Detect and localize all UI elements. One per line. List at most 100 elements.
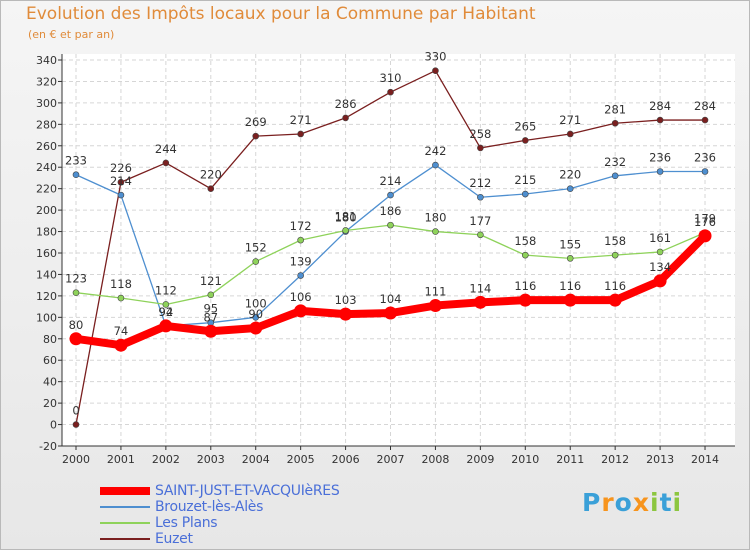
y-tick-label: 300 bbox=[36, 97, 57, 110]
y-tick-label: 320 bbox=[36, 75, 57, 88]
data-label: 155 bbox=[559, 237, 581, 251]
series-les-plans bbox=[72, 221, 709, 308]
data-label: 269 bbox=[245, 115, 267, 129]
data-label: 94 bbox=[159, 305, 174, 319]
x-tick-label: 2014 bbox=[691, 453, 719, 466]
data-label: 286 bbox=[335, 97, 357, 111]
data-point bbox=[611, 119, 619, 127]
data-label: 271 bbox=[559, 113, 581, 127]
data-point bbox=[339, 307, 353, 321]
data-label: 134 bbox=[649, 260, 671, 274]
data-label: 220 bbox=[200, 168, 222, 182]
legend-item-brouzet[interactable]: Brouzet-lès-Alès bbox=[100, 499, 400, 515]
data-label: 123 bbox=[65, 272, 87, 286]
x-tick-label: 2011 bbox=[556, 453, 584, 466]
data-label: 310 bbox=[380, 71, 402, 85]
data-label: 90 bbox=[248, 307, 263, 321]
data-point bbox=[701, 116, 709, 124]
data-point bbox=[72, 421, 80, 428]
legend-item-saint-just[interactable]: SAINT-JUST-ET-VACQUIèRES bbox=[100, 483, 400, 499]
series-saint-just-et-vacqui-res bbox=[69, 229, 712, 352]
data-label: 106 bbox=[290, 290, 312, 304]
legend-swatch bbox=[100, 522, 150, 524]
y-tick-label: 100 bbox=[36, 311, 57, 324]
data-label: 271 bbox=[290, 113, 312, 127]
data-point bbox=[563, 293, 577, 307]
data-point bbox=[204, 324, 218, 338]
x-tick-label: 2010 bbox=[511, 453, 539, 466]
data-label: 284 bbox=[694, 99, 716, 113]
x-tick-label: 2007 bbox=[377, 453, 405, 466]
data-label: 116 bbox=[514, 279, 536, 293]
logo-letter: i bbox=[650, 488, 660, 517]
data-label: 0 bbox=[72, 404, 79, 418]
data-point bbox=[387, 221, 394, 229]
data-point bbox=[117, 294, 125, 302]
data-point bbox=[207, 291, 215, 299]
data-point bbox=[117, 191, 125, 199]
logo-letter: t bbox=[659, 488, 673, 517]
legend-item-les-plans[interactable]: Les Plans bbox=[100, 515, 400, 531]
y-tick-label: 120 bbox=[36, 290, 57, 303]
data-point bbox=[521, 251, 529, 259]
data-point bbox=[566, 255, 574, 262]
axes bbox=[61, 54, 735, 447]
data-label: 118 bbox=[110, 277, 132, 291]
data-point bbox=[252, 314, 260, 321]
x-tick-label: 2013 bbox=[646, 453, 674, 466]
data-label: 177 bbox=[469, 214, 491, 228]
line-chart: -20 0 20 40 60 80 100 120 140 160 180 200 220 240 260 2… bbox=[36, 50, 735, 466]
y-tick-label: 200 bbox=[36, 204, 57, 217]
data-label: 330 bbox=[424, 50, 446, 64]
y-tick-label: -20 bbox=[39, 440, 57, 453]
data-label: 158 bbox=[514, 234, 536, 248]
data-label: 180 bbox=[335, 211, 357, 225]
data-label: 92 bbox=[159, 305, 174, 319]
y-tick-label: 160 bbox=[36, 247, 57, 260]
legend-item-euzet[interactable]: Euzet bbox=[100, 531, 400, 547]
x-tick-label: 2003 bbox=[197, 453, 225, 466]
data-point bbox=[294, 304, 308, 318]
legend-swatch bbox=[100, 487, 150, 495]
data-label: 244 bbox=[155, 142, 177, 156]
data-label: 214 bbox=[110, 174, 132, 188]
logo-letter: r bbox=[601, 488, 615, 517]
data-point bbox=[207, 185, 215, 192]
data-point bbox=[477, 144, 484, 152]
legend-label: Euzet bbox=[155, 531, 193, 547]
data-point bbox=[432, 161, 439, 169]
data-point bbox=[297, 130, 304, 138]
data-point bbox=[387, 88, 394, 96]
y-tick-label: 60 bbox=[43, 354, 57, 367]
data-label: 186 bbox=[380, 204, 402, 218]
data-point bbox=[432, 67, 439, 75]
data-point bbox=[72, 171, 80, 179]
x-tick-label: 2002 bbox=[152, 453, 180, 466]
data-point bbox=[342, 227, 349, 234]
data-point bbox=[252, 132, 260, 140]
data-point bbox=[566, 130, 574, 138]
data-label: 172 bbox=[290, 219, 312, 233]
data-label: 214 bbox=[380, 174, 402, 188]
logo-letter: i bbox=[672, 488, 683, 517]
data-point bbox=[611, 251, 619, 259]
data-point bbox=[701, 168, 709, 175]
data-label: 80 bbox=[69, 318, 84, 332]
legend-swatch bbox=[100, 506, 150, 508]
logo-letter: x bbox=[632, 488, 650, 517]
data-point bbox=[611, 172, 619, 180]
data-label: 116 bbox=[559, 279, 581, 293]
y-tick-label: 0 bbox=[50, 419, 57, 432]
data-point bbox=[653, 274, 667, 288]
y-tick-label: 340 bbox=[36, 54, 57, 67]
data-labels: 0 226 244 220 269 271 286 310 330 258 265 271 281 284… bbox=[65, 50, 716, 418]
data-label: 220 bbox=[559, 168, 581, 182]
data-point bbox=[387, 191, 394, 199]
data-label: 139 bbox=[290, 255, 312, 269]
data-label: 114 bbox=[469, 281, 491, 295]
data-point bbox=[477, 193, 484, 201]
data-label: 281 bbox=[604, 102, 626, 116]
logo-letter: o bbox=[614, 488, 633, 517]
logo-letter: P bbox=[582, 488, 602, 517]
data-label: 226 bbox=[110, 161, 132, 175]
